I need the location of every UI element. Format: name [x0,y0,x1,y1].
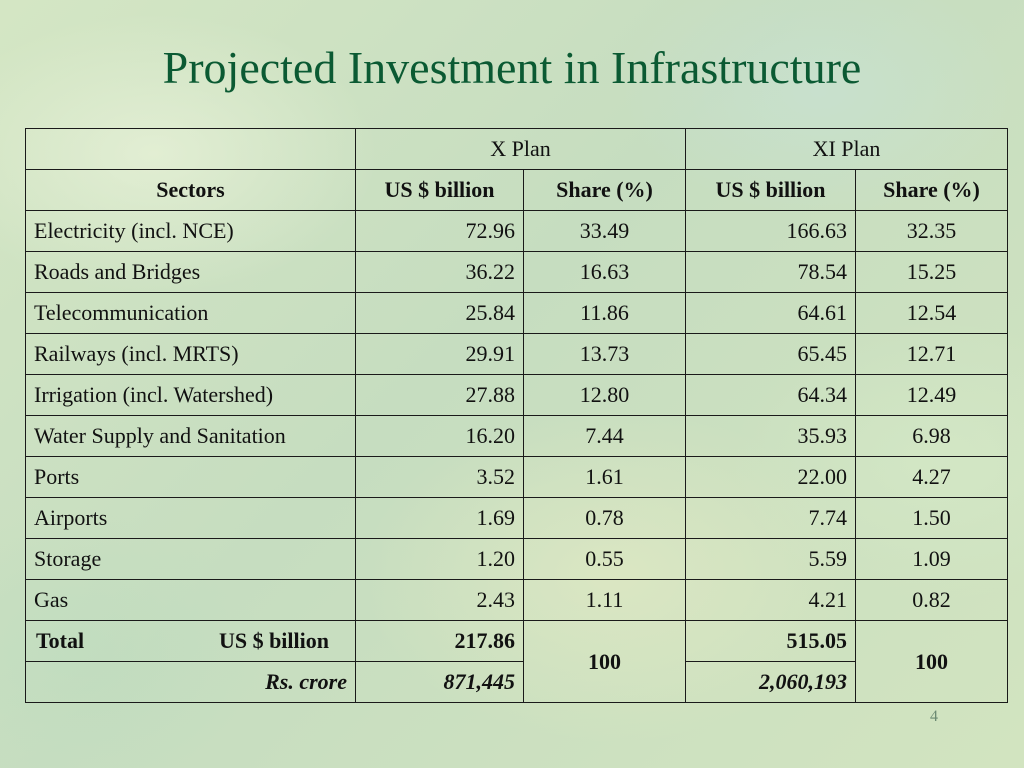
xi-usd-cell: 78.54 [685,251,856,293]
slide-title: Projected Investment in Infrastructure [162,42,862,93]
x-share-cell: 12.80 [523,374,686,416]
xi-share-cell: 32.35 [854,210,1009,252]
x-usd-cell: 16.20 [355,415,524,457]
sector-cell: Electricity (incl. NCE) [25,210,356,252]
total-label: Total [36,628,85,653]
xi-usd-cell: 22.00 [685,456,856,498]
x-share-cell: 7.44 [523,415,686,457]
xi-usd-cell: 166.63 [685,210,856,252]
xi-share-cell: 1.50 [854,497,1009,539]
xi-usd-cell: 64.34 [685,374,856,416]
xi-usd-cell: 65.45 [685,333,856,375]
investment-table: X Plan XI Plan Sectors US $ billion Shar… [25,128,1009,703]
x-share-cell: 0.78 [523,497,686,539]
x-share-cell: 33.49 [523,210,686,252]
plan-header-row: X Plan XI Plan [25,128,1009,170]
sector-cell: Storage [25,538,356,580]
x-usd-cell: 25.84 [355,292,524,334]
sector-cell: Ports [25,456,356,498]
xi-share-header: Share (%) [854,169,1009,211]
total-xi-usd: 515.05 [685,620,856,662]
total-xi-share: 100 [854,620,1009,703]
x-share-cell: 0.55 [523,538,686,580]
sector-cell: Water Supply and Sanitation [25,415,356,457]
total-usd-row: Total US $ billion 217.86 100 515.05 100 [25,620,1009,703]
x-usd-cell: 2.43 [355,579,524,621]
table-row: Railways (incl. MRTS) 29.91 13.73 65.45 12.7… [25,333,1009,375]
x-usd-header: US $ billion [355,169,524,211]
corner-cell [25,128,356,170]
xi-usd-cell: 35.93 [685,415,856,457]
sector-cell: Roads and Bridges [25,251,356,293]
table-row: Electricity (incl. NCE) 72.96 33.49 166.63 3… [25,210,1009,252]
xi-usd-header: US $ billion [685,169,856,211]
xi-share-cell: 0.82 [854,579,1009,621]
total-rs-unit: Rs. crore [25,661,356,703]
table-row: Telecommunication 25.84 11.86 64.61 12.54 [25,292,1009,334]
xi-usd-cell: 64.61 [685,292,856,334]
xi-share-cell: 4.27 [854,456,1009,498]
page-number: 4 [930,708,938,725]
sectors-header: Sectors [25,169,356,211]
x-share-cell: 1.61 [523,456,686,498]
table-row: Roads and Bridges 36.22 16.63 78.54 15.25 [25,251,1009,293]
x-share-header: Share (%) [523,169,686,211]
sector-cell: Telecommunication [25,292,356,334]
xi-share-cell: 12.54 [854,292,1009,334]
x-share-cell: 16.63 [523,251,686,293]
xi-share-cell: 1.09 [854,538,1009,580]
xi-plan-header: XI Plan [684,128,1009,170]
x-usd-cell: 3.52 [355,456,524,498]
x-plan-header: X Plan [355,128,686,170]
total-label-cell: Total US $ billion [25,620,356,662]
table-row: Ports 3.52 1.61 22.00 4.27 [25,456,1009,498]
total-x-rs: 871,445 [355,661,524,703]
x-share-cell: 13.73 [523,333,686,375]
x-share-cell: 1.11 [523,579,686,621]
table-row: Irrigation (incl. Watershed) 27.88 12.80 64… [25,374,1009,416]
xi-usd-cell: 5.59 [685,538,856,580]
xi-usd-cell: 7.74 [685,497,856,539]
sector-cell: Irrigation (incl. Watershed) [25,374,356,416]
x-usd-cell: 72.96 [355,210,524,252]
x-share-cell: 11.86 [523,292,686,334]
xi-usd-cell: 4.21 [685,579,856,621]
table-row: Storage 1.20 0.55 5.59 1.09 [25,538,1009,580]
x-usd-cell: 1.20 [355,538,524,580]
total-rs-row: Rs. crore 871,445 2,060,193 [25,661,1008,703]
xi-share-cell: 15.25 [854,251,1009,293]
total-usd-unit: US $ billion [218,628,329,653]
table-row: Airports 1.69 0.78 7.74 1.50 [25,497,1009,539]
xi-share-cell: 12.49 [854,374,1009,416]
column-header-row: Sectors US $ billion Share (%) US $ bill… [25,169,1009,211]
sector-cell: Gas [25,579,356,621]
sector-cell: Airports [25,497,356,539]
xi-share-cell: 6.98 [854,415,1009,457]
sector-cell: Railways (incl. MRTS) [25,333,356,375]
total-x-share: 100 [523,620,686,703]
x-usd-cell: 29.91 [355,333,524,375]
x-usd-cell: 1.69 [355,497,524,539]
table-row: Water Supply and Sanitation 16.20 7.44 35.9… [25,415,1009,457]
table-row: Gas 2.43 1.11 4.21 0.82 [25,579,1009,621]
total-xi-rs: 2,060,193 [685,661,856,703]
x-usd-cell: 36.22 [355,251,524,293]
total-x-usd: 217.86 [355,620,524,662]
x-usd-cell: 27.88 [355,374,524,416]
xi-share-cell: 12.71 [854,333,1009,375]
